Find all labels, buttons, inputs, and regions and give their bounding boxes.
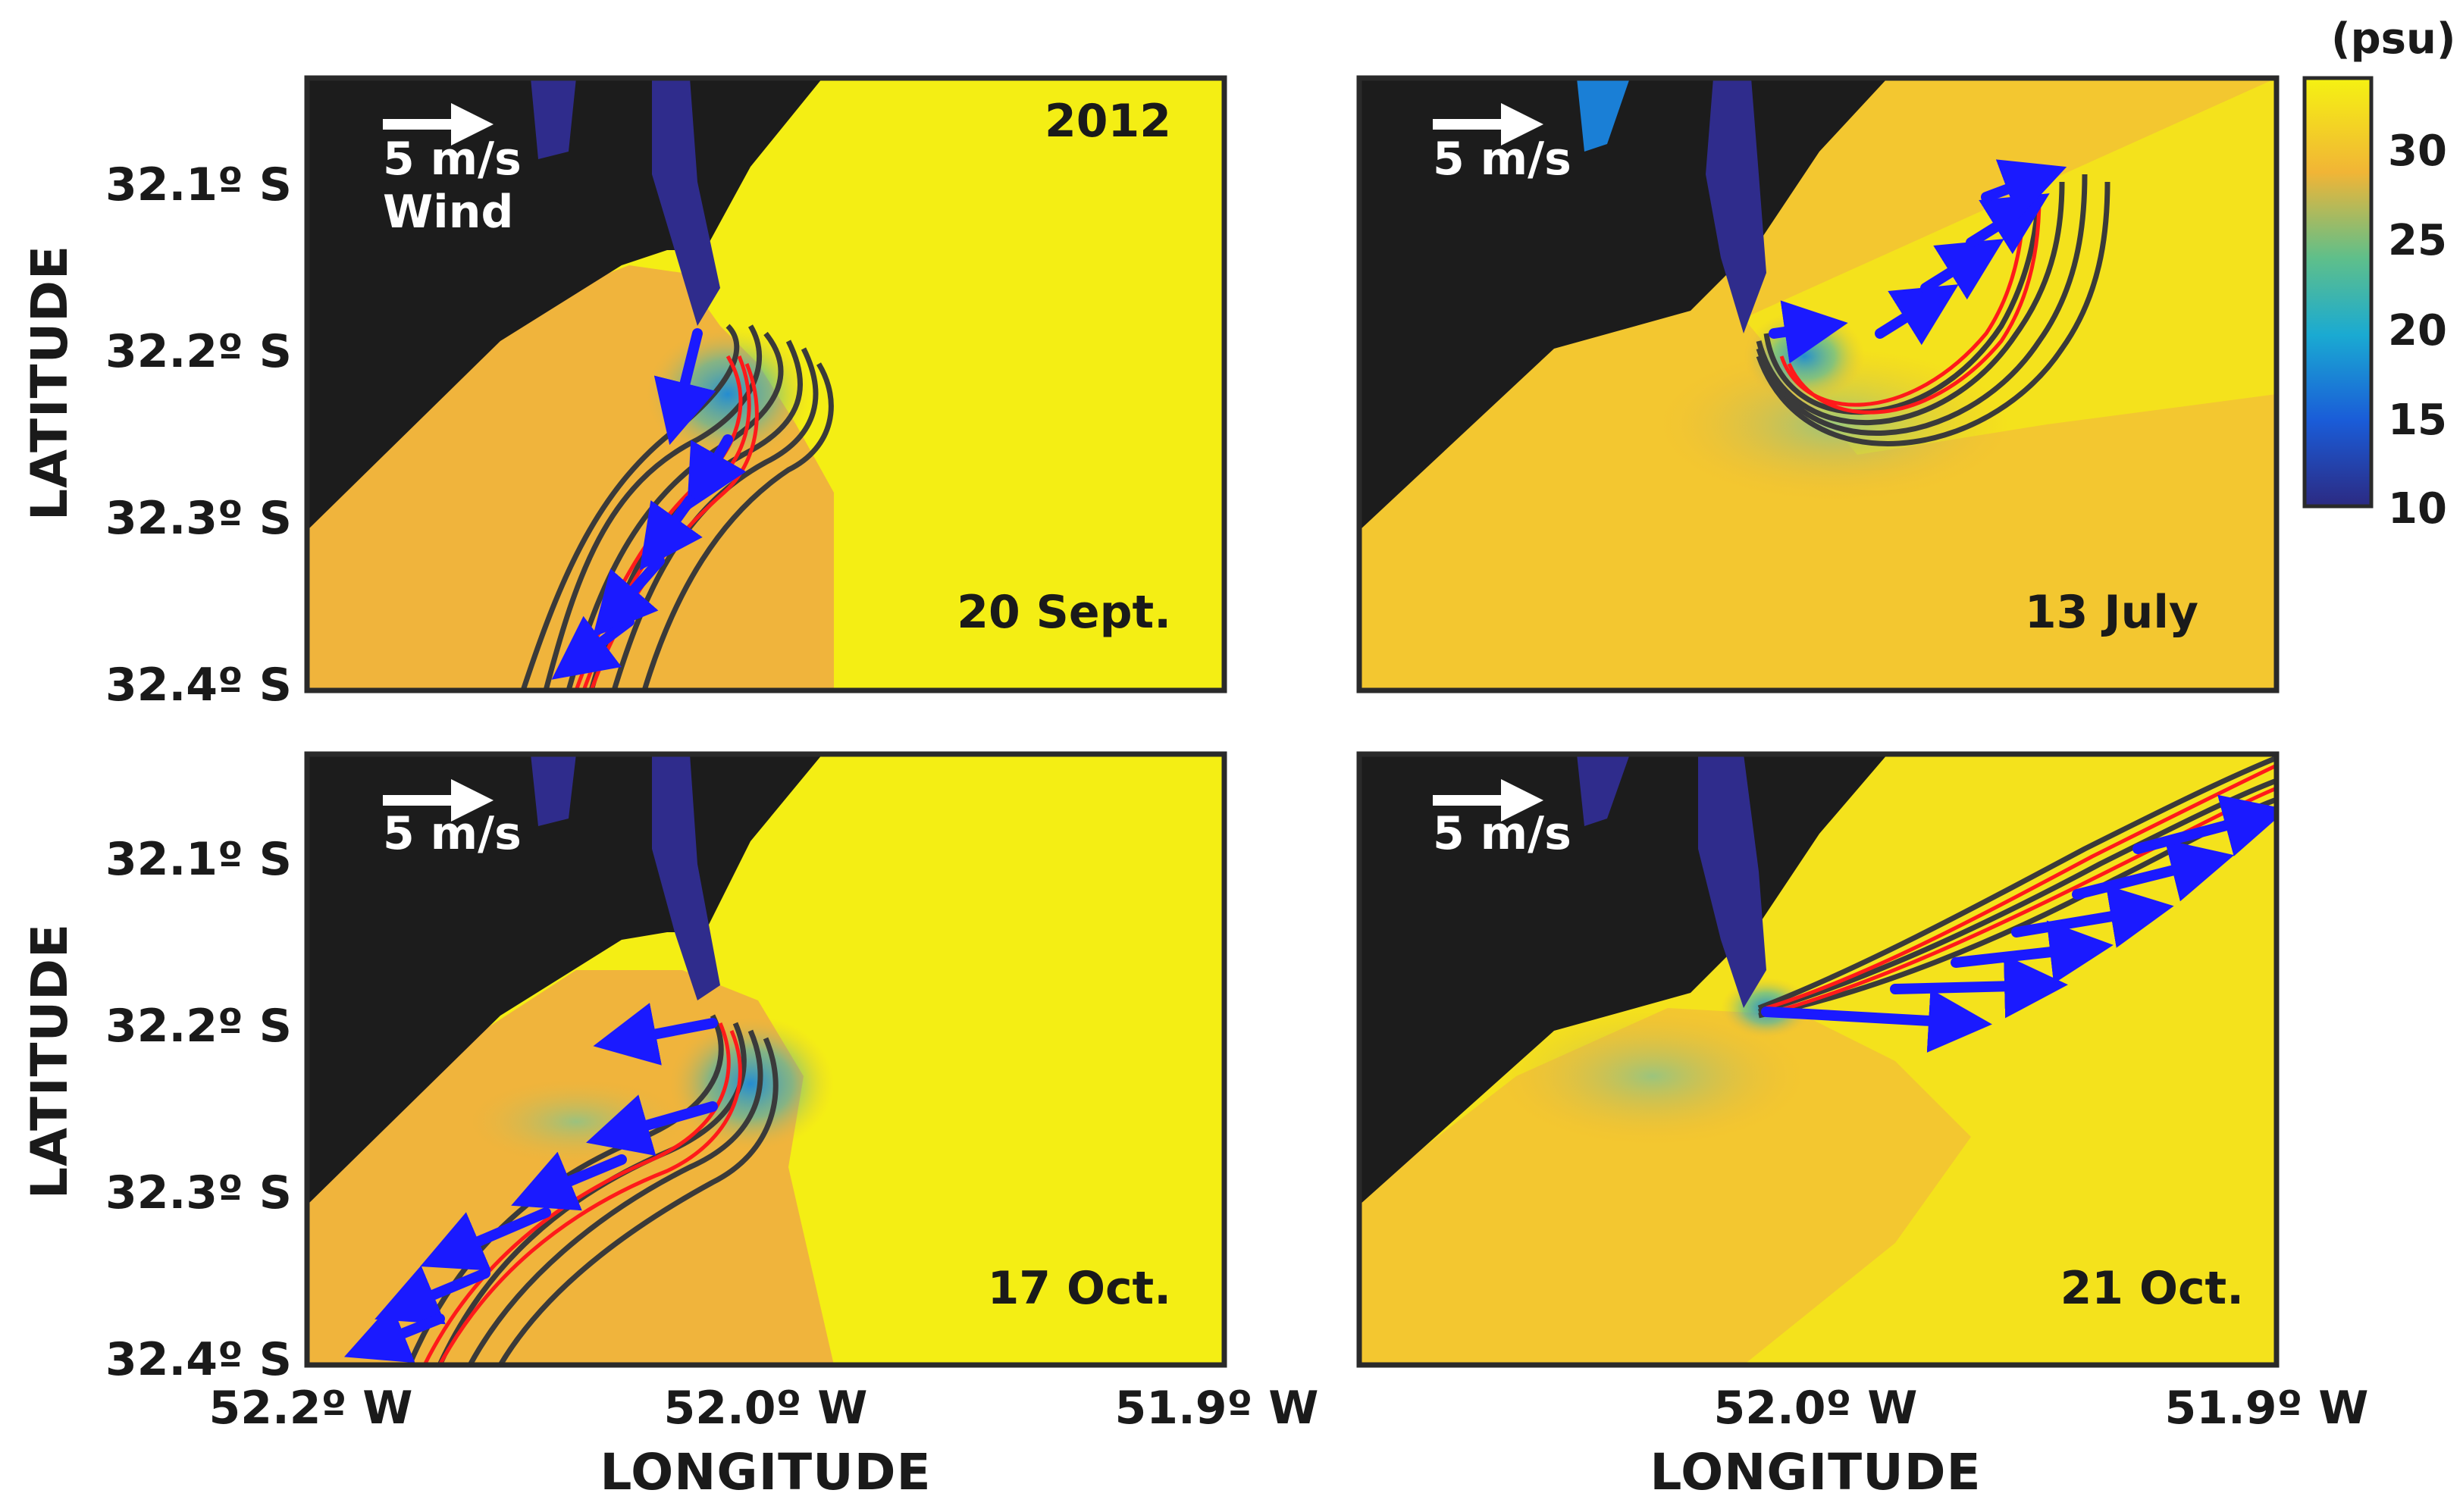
- wind-vectors: [1761, 794, 2277, 1053]
- colorbar-tick: 20: [2388, 306, 2447, 355]
- scale-arrow-label: 5 m/s: [1433, 133, 1571, 186]
- mixed-plume: [1501, 1008, 1804, 1144]
- colorbar-gradient: [2302, 76, 2374, 509]
- lagoon-channel: [1706, 78, 1766, 333]
- lat-tick: 32.1º S: [105, 833, 292, 886]
- wind-vectors: [344, 1003, 718, 1363]
- tidal-ellipses: [422, 1022, 742, 1365]
- panel-date-label: 20 Sept.: [957, 586, 1171, 639]
- lon-tick: 52.2º W: [209, 1382, 413, 1435]
- lat-tick: 32.3º S: [105, 492, 292, 545]
- panel-date-label: 21 Oct.: [2060, 1262, 2244, 1315]
- map-panel-17-oct: 5 m/s 17 Oct.: [304, 751, 1227, 1368]
- colorbar-tick: 25: [2388, 216, 2447, 265]
- map-panel-21-oct: 5 m/s 21 Oct.: [1356, 751, 2280, 1368]
- lon-ticks-left: 52.2º W 52.0º W 51.9º W: [209, 1382, 1319, 1435]
- map-panel-13-july: 5 m/s 13 July: [1356, 75, 2280, 693]
- lat-tick: 32.3º S: [105, 1166, 292, 1219]
- lat-ticks-top: 32.1º S 32.2º S 32.3º S 32.4º S: [105, 158, 292, 712]
- scale-arrow-label: 5 m/s: [383, 807, 522, 860]
- y-axis-title: LATITUDE: [20, 245, 79, 521]
- lat-tick: 32.4º S: [105, 1333, 292, 1386]
- scale-arrow-label: 5 m/s: [383, 133, 522, 186]
- lat-ticks-bottom: 32.1º S 32.2º S 32.3º S 32.4º S: [105, 833, 292, 1386]
- wind-label: Wind: [383, 186, 513, 239]
- colorbar-tick: 10: [2388, 484, 2447, 534]
- lat-tick: 32.1º S: [105, 158, 292, 211]
- lon-tick: 52.0º W: [1714, 1382, 1918, 1435]
- lat-tick: 32.2º S: [105, 325, 292, 378]
- scale-arrow-label: 5 m/s: [1433, 807, 1571, 860]
- colorbar-unit: (psu): [2331, 14, 2455, 64]
- lat-tick: 32.2º S: [105, 1000, 292, 1053]
- lagoon-west: [531, 754, 576, 826]
- year-label: 2012: [1045, 95, 1171, 148]
- lon-tick: 51.9º W: [2165, 1382, 2369, 1435]
- lat-tick: 32.4º S: [105, 659, 292, 712]
- lon-tick: 51.9º W: [1115, 1382, 1319, 1435]
- lon-ticks-right: 52.0º W 51.9º W: [1714, 1382, 2369, 1435]
- map-panel-20-sept: 5 m/s Wind 2012 20 Sept.: [304, 75, 1227, 693]
- y-axis-title: LATITUDE: [20, 923, 79, 1199]
- colorbar: (psu) 30 25 20 15 10: [2302, 14, 2455, 534]
- lagoon-channel: [652, 754, 720, 1000]
- colorbar-tick: 30: [2388, 127, 2447, 176]
- lon-tick: 52.0º W: [664, 1382, 868, 1435]
- wind-vectors: [1769, 159, 2067, 364]
- colorbar-tick: 15: [2388, 396, 2447, 445]
- lagoon-west: [1577, 754, 1630, 826]
- x-axis-title: LONGITUDE: [1650, 1443, 1981, 1501]
- wind-vectors: [551, 328, 747, 680]
- lagoon-channel: [1698, 754, 1766, 1008]
- lagoon-west: [531, 78, 576, 159]
- lagoon-west: [1577, 78, 1630, 152]
- panel-date-label: 17 Oct.: [988, 1262, 1171, 1315]
- panel-date-label: 13 July: [2025, 586, 2198, 639]
- lagoon-channel: [652, 78, 720, 326]
- x-axis-title: LONGITUDE: [600, 1443, 931, 1501]
